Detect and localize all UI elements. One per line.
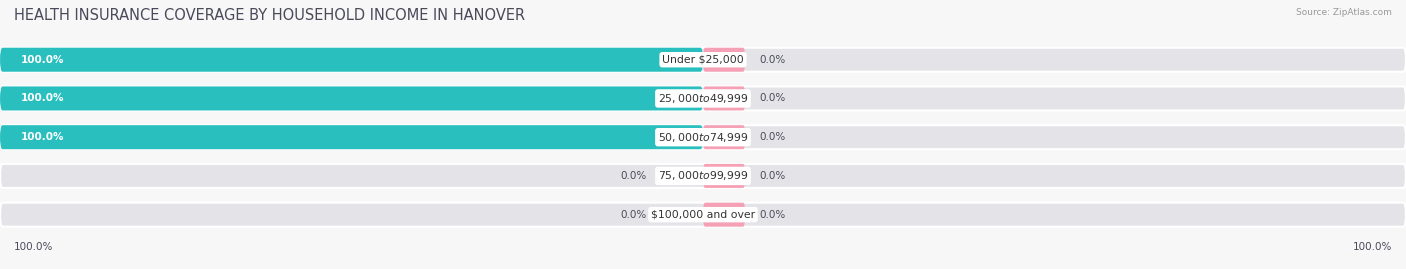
FancyBboxPatch shape (703, 86, 745, 111)
FancyBboxPatch shape (0, 125, 1406, 149)
FancyBboxPatch shape (0, 48, 1406, 72)
Text: 100.0%: 100.0% (14, 242, 53, 252)
Text: $25,000 to $49,999: $25,000 to $49,999 (658, 92, 748, 105)
Text: 0.0%: 0.0% (759, 55, 786, 65)
FancyBboxPatch shape (703, 164, 745, 188)
Text: Under $25,000: Under $25,000 (662, 55, 744, 65)
Text: 0.0%: 0.0% (620, 210, 647, 220)
Text: 0.0%: 0.0% (759, 93, 786, 104)
Text: 100.0%: 100.0% (21, 93, 65, 104)
Text: 0.0%: 0.0% (620, 171, 647, 181)
Text: $50,000 to $74,999: $50,000 to $74,999 (658, 131, 748, 144)
Text: 100.0%: 100.0% (21, 55, 65, 65)
Text: 0.0%: 0.0% (759, 132, 786, 142)
FancyBboxPatch shape (0, 48, 703, 72)
FancyBboxPatch shape (0, 125, 703, 149)
FancyBboxPatch shape (0, 86, 1406, 111)
Text: 100.0%: 100.0% (21, 132, 65, 142)
Text: HEALTH INSURANCE COVERAGE BY HOUSEHOLD INCOME IN HANOVER: HEALTH INSURANCE COVERAGE BY HOUSEHOLD I… (14, 8, 526, 23)
Text: $75,000 to $99,999: $75,000 to $99,999 (658, 169, 748, 182)
Text: $100,000 and over: $100,000 and over (651, 210, 755, 220)
FancyBboxPatch shape (0, 164, 1406, 188)
FancyBboxPatch shape (0, 86, 703, 111)
FancyBboxPatch shape (703, 203, 745, 227)
FancyBboxPatch shape (0, 203, 1406, 227)
Text: 100.0%: 100.0% (1353, 242, 1392, 252)
FancyBboxPatch shape (703, 125, 745, 149)
Text: 0.0%: 0.0% (759, 210, 786, 220)
Text: 0.0%: 0.0% (759, 171, 786, 181)
FancyBboxPatch shape (703, 48, 745, 72)
Text: Source: ZipAtlas.com: Source: ZipAtlas.com (1296, 8, 1392, 17)
